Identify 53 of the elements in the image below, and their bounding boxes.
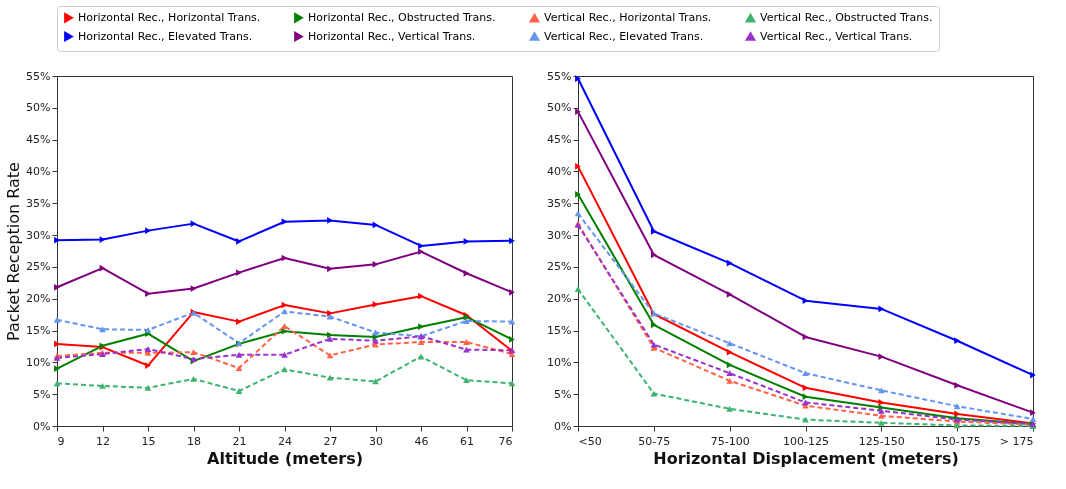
y-tick-label: 40% <box>26 164 51 178</box>
y-axis-title: Packet Reception Rate <box>4 162 24 341</box>
x-tick-label: 46 <box>414 434 429 448</box>
x-tick-label: <50 <box>578 434 602 448</box>
y-tick-label: 40% <box>547 164 572 178</box>
y-tick-label: 30% <box>547 228 572 242</box>
x-tick-label: 100-125 <box>783 434 829 448</box>
x-tick-label: 75-100 <box>710 434 750 448</box>
y-tick-label: 30% <box>26 228 51 242</box>
legend-label: Vertical Rec., Elevated Trans. <box>544 29 704 43</box>
y-tick-label: 55% <box>26 69 51 83</box>
y-tick-label: 50% <box>547 101 572 115</box>
y-tick-label: 0% <box>33 419 51 433</box>
x-tick-label: 30 <box>369 434 383 448</box>
x-tick-label: > 175 <box>999 434 1034 448</box>
y-tick-label: 5% <box>33 387 51 401</box>
y-tick-label: 10% <box>26 355 51 369</box>
legend-label: Vertical Rec., Vertical Trans. <box>760 29 913 43</box>
y-tick-label: 15% <box>547 324 572 338</box>
y-tick-label: 20% <box>547 292 572 306</box>
x-tick-label: 24 <box>278 434 292 448</box>
x-tick-label: 21 <box>232 434 247 448</box>
y-tick-label: 45% <box>26 133 51 147</box>
legend-label: Horizontal Rec., Obstructed Trans. <box>308 10 496 24</box>
y-tick-label: 25% <box>26 260 51 274</box>
x-tick-label: 76 <box>498 434 513 448</box>
x-tick-label: 125-150 <box>858 434 905 448</box>
x-tick-label: 12 <box>96 434 110 448</box>
x-axis-title: Altitude (meters) <box>207 448 363 468</box>
x-axis-title: Horizontal Displacement (meters) <box>653 448 959 468</box>
x-tick-label: 9 <box>57 434 65 448</box>
y-tick-label: 55% <box>547 69 572 83</box>
legend-label: Vertical Rec., Horizontal Trans. <box>544 11 712 25</box>
x-tick-label: 27 <box>323 434 338 448</box>
y-tick-label: 15% <box>26 324 51 338</box>
y-tick-label: 20% <box>26 292 51 306</box>
legend-label: Horizontal Rec., Vertical Trans. <box>308 29 476 43</box>
x-tick-label: 150-175 <box>934 434 981 448</box>
x-tick-label: 61 <box>460 434 474 448</box>
y-tick-label: 25% <box>547 260 572 274</box>
y-tick-label: 45% <box>547 133 572 147</box>
x-tick-label: 50-75 <box>638 434 671 448</box>
x-tick-label: 15 <box>141 434 156 448</box>
x-tick-label: 18 <box>187 434 201 448</box>
y-tick-label: 5% <box>554 387 572 401</box>
y-tick-label: 35% <box>547 196 572 210</box>
legend-label: Horizontal Rec., Horizontal Trans. <box>78 10 261 24</box>
legend-label: Horizontal Rec., Elevated Trans. <box>78 29 253 43</box>
y-tick-label: 35% <box>26 196 51 210</box>
y-tick-label: 0% <box>554 419 572 433</box>
y-tick-label: 50% <box>26 101 51 115</box>
legend-label: Vertical Rec., Obstructed Trans. <box>760 11 933 25</box>
y-tick-label: 10% <box>547 355 572 369</box>
